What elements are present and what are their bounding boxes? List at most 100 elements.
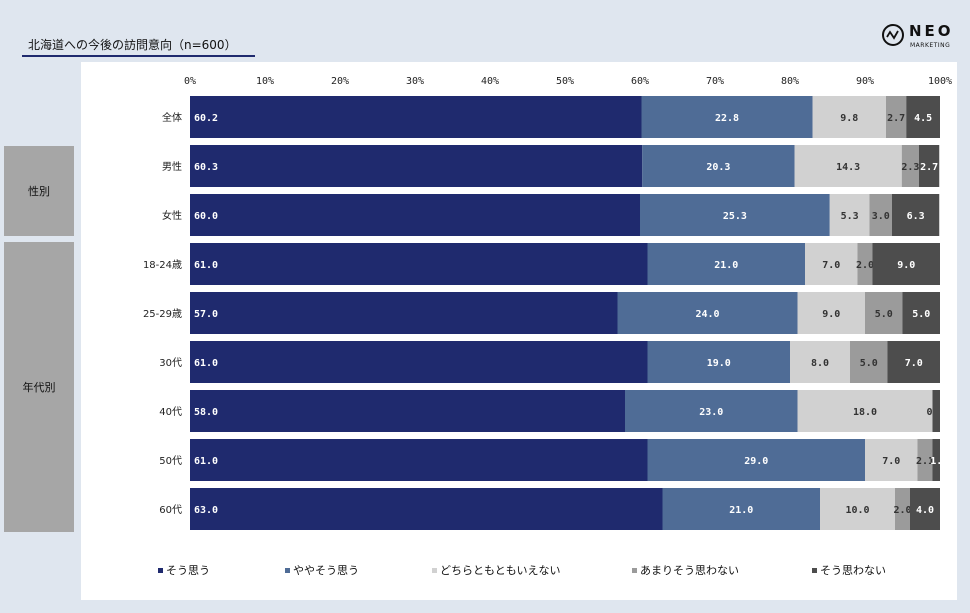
bar-segment [932, 439, 940, 481]
data-label: 2.3 [901, 162, 919, 173]
category-label: 50代 [159, 455, 182, 467]
bar-segment [190, 341, 648, 383]
bar-segment [887, 341, 940, 383]
bar-segment [910, 488, 940, 530]
data-label: 5.0 [860, 358, 878, 369]
data-label: 9.8 [840, 113, 858, 124]
logo-subtext: MARKETING [910, 42, 951, 49]
bar-segment [790, 341, 850, 383]
x-tick-label: 0% [184, 76, 196, 87]
bar-segment [919, 145, 940, 187]
x-tick-label: 60% [631, 76, 649, 87]
bar-segment [869, 194, 892, 236]
data-label: 19.0 [707, 358, 731, 369]
data-label: 3.0 [872, 211, 890, 222]
data-label: 58.0 [194, 407, 218, 418]
category-label: 男性 [162, 160, 182, 173]
data-label: 60.2 [194, 113, 218, 124]
legend-swatch [158, 567, 163, 573]
bar-segment [865, 439, 918, 481]
data-label: 22.8 [715, 113, 739, 124]
bar-segment [917, 439, 933, 481]
x-tick-label: 100% [928, 76, 952, 87]
data-label: 57.0 [194, 309, 218, 320]
bar-segment [190, 243, 648, 285]
data-label: 10.0 [845, 505, 869, 516]
data-label: 61.0 [194, 358, 218, 369]
bar-segment [820, 488, 895, 530]
category-label: 女性 [162, 209, 182, 222]
bar-segment [872, 243, 940, 285]
data-label: 5.0 [912, 309, 930, 320]
data-label: 63.0 [194, 505, 218, 516]
bar-segment [647, 439, 865, 481]
data-label: 9.0 [822, 309, 840, 320]
data-label: 61.0 [194, 260, 218, 271]
bar-segment [641, 96, 813, 138]
bar-segment [812, 96, 886, 138]
data-label: 4.5 [914, 113, 932, 124]
data-label: 60.3 [194, 162, 218, 173]
x-tick-label: 70% [706, 76, 724, 87]
data-label: 2.1 [916, 456, 934, 467]
data-label: 14.3 [836, 162, 860, 173]
bar-segment [647, 243, 805, 285]
data-label: 24.0 [695, 309, 719, 320]
data-label: 21.0 [729, 505, 753, 516]
x-tick-label: 80% [781, 76, 799, 87]
x-tick-label: 30% [406, 76, 424, 87]
bar-segment [797, 390, 933, 432]
legend-swatch [812, 567, 817, 573]
category-label: 40代 [159, 406, 182, 418]
chart-title: 北海道への今後の訪問意向（n=600） [22, 36, 255, 57]
data-label: 18.0 [853, 407, 877, 418]
neo-marketing-logo: NEO MARKETING [882, 22, 960, 52]
data-label: 2.7 [887, 113, 905, 124]
legend-label: どちらともともいえない [440, 564, 561, 577]
x-tick-label: 90% [856, 76, 874, 87]
legend-item: そう思う [158, 563, 210, 577]
legend-label: あまりそう思わない [640, 564, 739, 577]
bar-segment [190, 439, 648, 481]
legend-item: ややそう思う [285, 563, 359, 577]
data-label: 7.0 [822, 260, 840, 271]
bar-segment [642, 145, 795, 187]
x-tick-label: 40% [481, 76, 499, 87]
bar-segment [906, 96, 940, 138]
bar-segment [932, 390, 940, 432]
category-label: 18-24歳 [143, 259, 182, 271]
legend-item: あまりそう思わない [632, 563, 739, 577]
data-label: 5.0 [875, 309, 893, 320]
legend-label: そう思わない [820, 564, 886, 577]
bar-segment [797, 292, 865, 334]
bar-segment [805, 243, 858, 285]
group-label-age: 年代別 [4, 242, 74, 532]
bar-segment [625, 390, 798, 432]
bar-segment [190, 194, 640, 236]
data-label: 9.0 [897, 260, 915, 271]
bar-segment [892, 194, 940, 236]
legend-item: そう思わない [812, 563, 886, 577]
data-label: 2.0 [893, 505, 911, 516]
bar-segment [617, 292, 798, 334]
bar-segment [662, 488, 820, 530]
data-label: 5.3 [841, 211, 859, 222]
logo-word: NEO [909, 22, 954, 40]
group-label-gender: 性別 [4, 146, 74, 236]
x-tick-label: 10% [256, 76, 274, 87]
data-label: 21.0 [714, 260, 738, 271]
legend-label: そう思う [166, 564, 210, 577]
bar-segment [857, 243, 873, 285]
data-label: 7.0 [905, 358, 923, 369]
x-tick-label: 20% [331, 76, 349, 87]
bar-segment [190, 488, 663, 530]
data-label: 7.0 [882, 456, 900, 467]
data-label: 6.3 [907, 211, 925, 222]
category-label: 30代 [159, 357, 182, 369]
data-label: 2.0 [856, 260, 874, 271]
x-tick-label: 50% [556, 76, 574, 87]
bar-segment [190, 145, 643, 187]
logo-mark-icon [882, 24, 904, 46]
data-label: 60.0 [194, 211, 218, 222]
bar-segment [640, 194, 830, 236]
